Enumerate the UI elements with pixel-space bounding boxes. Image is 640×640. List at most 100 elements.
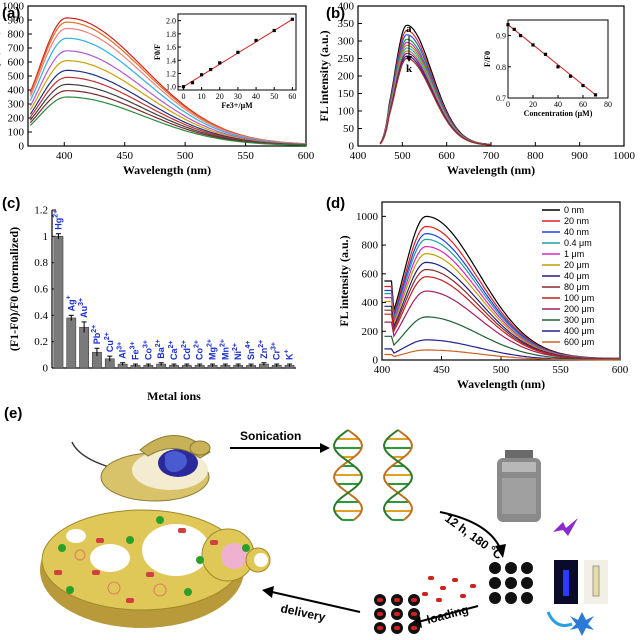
- panel-letter: (c): [2, 195, 20, 212]
- y-tick-label: 400: [338, 1, 355, 13]
- green-nanoparticle: [242, 544, 250, 552]
- green-nanoparticle: [184, 588, 192, 596]
- inset-data-point: [568, 74, 573, 78]
- lightning-icon: [553, 518, 578, 536]
- y-tick-label: 200: [8, 113, 25, 125]
- y-tick-label: 1.2: [34, 205, 48, 217]
- x-axis-title: Wavelength (nm): [447, 163, 535, 177]
- red-nanoparticle: [178, 528, 186, 533]
- carbon-dot: [489, 592, 501, 604]
- y-axis-title: FL intensity (a.u.): [0, 30, 1, 121]
- x-tick-label: 400: [350, 150, 367, 162]
- x-tick-label: 550: [552, 364, 569, 376]
- inset-y-tick-label: 2.0: [166, 17, 176, 26]
- inset-x-axis-title: Concentration (μM): [524, 109, 593, 118]
- y-tick-label: 600: [8, 57, 25, 69]
- green-nanoparticle: [58, 544, 66, 552]
- inset-x-tick-label: 50: [270, 92, 278, 101]
- y-tick-label: 0: [373, 355, 379, 367]
- legend-label: 400 μm: [564, 326, 594, 336]
- inset-x-tick-label: 10: [198, 92, 206, 101]
- legend-label: 0.4 μm: [564, 238, 592, 248]
- x-tick-label: 450: [433, 364, 450, 376]
- y-tick-label: 900: [8, 15, 25, 27]
- y-tick-label: 300: [338, 36, 355, 48]
- carbon-dot: [489, 577, 501, 589]
- inset-data-point: [272, 28, 276, 33]
- delivery-label: delivery: [279, 601, 327, 624]
- y-tick-label: 1000: [2, 1, 25, 13]
- inset-y-tick-label: 1.2: [166, 69, 176, 78]
- inset-x-tick-label: 0: [506, 100, 510, 109]
- legend-label: 0 nm: [564, 205, 584, 215]
- inset-plot: 0 20 40 60 80 0.7 0.8 0.9 Concentration (μM) F/F0: [483, 19, 612, 118]
- y-axis-title: FL intensity (a.u.): [337, 235, 351, 326]
- inset-y-tick-label: 1.4: [166, 56, 176, 65]
- carbon-dot: [505, 562, 517, 574]
- y-tick-label: 200: [338, 71, 355, 83]
- spectrum-curve: [29, 96, 306, 146]
- ion-label: Au3+: [78, 298, 89, 318]
- x-tick-label: 500: [493, 364, 510, 376]
- red-nanoparticle: [146, 572, 154, 577]
- ion-label: Cr3+: [271, 342, 282, 360]
- y-tick-label: 800: [8, 29, 25, 41]
- y-tick-label: 150: [338, 88, 355, 100]
- inset-data-point: [543, 52, 548, 56]
- inset-data-point: [556, 65, 560, 69]
- legend-label: 300 μm: [564, 315, 594, 325]
- inset-data-point: [506, 23, 510, 27]
- spectrum-curve: [29, 90, 306, 146]
- red-nanoparticle: [126, 598, 134, 603]
- spectrum-curve: [384, 349, 620, 361]
- inset-data-point: [512, 27, 516, 31]
- red-nanoparticle: [92, 570, 100, 575]
- y-tick-label: 1: [43, 231, 49, 243]
- x-tick-label: 450: [116, 150, 133, 162]
- mouse-boat-illustration: [71, 435, 211, 502]
- red-nanoparticle: [210, 540, 218, 545]
- legend-label: 20 μm: [564, 260, 589, 270]
- inset-x-tick-label: 60: [288, 92, 296, 101]
- x-tick-label: 400: [56, 150, 73, 162]
- inset-data-point: [236, 50, 240, 54]
- ion-label: Cd2+: [181, 340, 192, 360]
- y-tick-label: 0: [349, 141, 355, 153]
- legend-label: 40 nm: [564, 227, 589, 237]
- cell-illustration: [40, 509, 271, 628]
- legend-label: 20 nm: [564, 216, 589, 226]
- x-axis-title: Wavelength (nm): [457, 377, 545, 391]
- inset-x-tick-label: 40: [252, 92, 260, 101]
- spectrum-curve: [379, 57, 491, 146]
- panel-letter: (a): [2, 5, 20, 22]
- y-axis-title: (F1-F0)/F0 (normalized): [7, 227, 21, 351]
- x-tick-label: 1000: [613, 150, 636, 162]
- carbon-dot: [521, 562, 533, 574]
- carbon-dot: [505, 577, 517, 589]
- inset-x-tick-label: 0: [181, 92, 185, 101]
- ion-label: Ba2+: [155, 339, 166, 359]
- drug-particle: [452, 578, 458, 582]
- inset-y-tick-label: 1.6: [166, 43, 176, 52]
- chart-panels: (a)400 450 500 550 6000100200300400500600700…: [0, 1, 636, 404]
- ion-label: Fe3+: [129, 342, 140, 361]
- emission-burst-icon: [570, 612, 594, 636]
- y-tick-label: 0: [19, 141, 25, 153]
- inset-x-tick-label: 30: [234, 92, 242, 101]
- x-tick-label: 600: [438, 150, 455, 162]
- drug-particles: [422, 576, 476, 602]
- inset-x-tick-label: 20: [216, 92, 224, 101]
- green-nanoparticle: [126, 536, 134, 544]
- inset-data-point: [181, 85, 186, 89]
- inset-x-tick-label: 60: [579, 100, 587, 109]
- x-tick-label: 600: [612, 364, 629, 376]
- inset-data-point: [218, 61, 222, 65]
- loaded-dot-grid: [374, 594, 420, 634]
- autoclave-illustration: [497, 450, 541, 522]
- legend-label: 200 μm: [564, 304, 594, 314]
- ion-label: Ni2+: [232, 343, 243, 360]
- carbon-dot: [521, 592, 533, 604]
- panel-letter: (d): [326, 195, 345, 212]
- x-tick-label: 700: [483, 150, 500, 162]
